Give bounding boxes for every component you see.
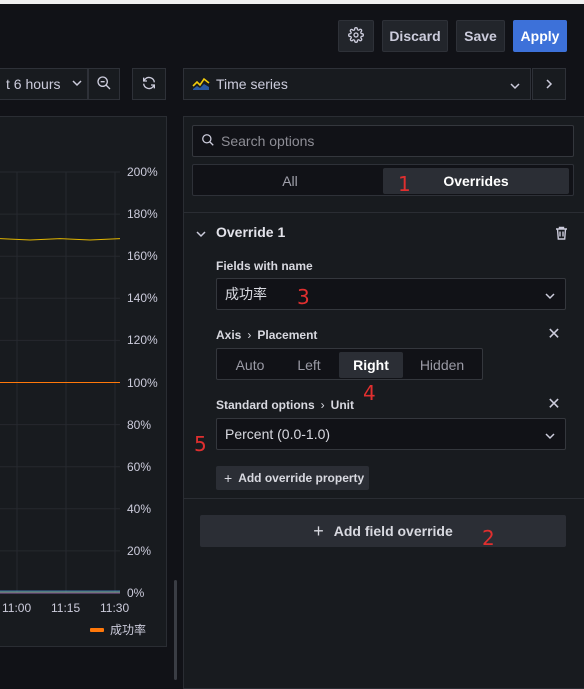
annotation-marker: 1 bbox=[398, 172, 411, 196]
chevron-right-icon bbox=[544, 77, 554, 92]
time-series-chart bbox=[0, 171, 121, 594]
property-name: Unit bbox=[330, 398, 354, 412]
chevron-down-icon bbox=[72, 78, 83, 91]
axis-placement-label: Axis › Placement bbox=[216, 328, 318, 342]
property-group: Standard options bbox=[216, 398, 315, 412]
add-override-property-button[interactable]: + Add override property bbox=[216, 466, 369, 490]
override-title[interactable]: Override 1 bbox=[216, 224, 286, 240]
unit-value: Percent (0.0-1.0) bbox=[225, 426, 331, 442]
legend-item-label: 成功率 bbox=[110, 623, 147, 637]
remove-property-button[interactable]: ✕ bbox=[547, 396, 561, 413]
gear-icon bbox=[348, 26, 364, 46]
refresh-icon bbox=[141, 75, 157, 94]
time-range-label: t 6 hours bbox=[6, 76, 61, 92]
chevron-down-icon bbox=[545, 288, 555, 304]
y-tick-label: 120% bbox=[127, 333, 158, 348]
matcher-label: Fields with name bbox=[216, 259, 313, 273]
visualization-expand-button[interactable] bbox=[532, 68, 566, 100]
top-edge bbox=[0, 0, 584, 4]
placement-auto[interactable]: Auto bbox=[235, 357, 265, 373]
refresh-button[interactable] bbox=[132, 68, 166, 100]
graph-panel bbox=[0, 116, 167, 647]
y-tick-label: 80% bbox=[127, 417, 152, 432]
options-tabs: All Overrides bbox=[192, 164, 574, 196]
scrollbar[interactable] bbox=[174, 580, 177, 680]
search-icon bbox=[201, 133, 215, 150]
chart-legend[interactable]: 成功率 bbox=[90, 621, 146, 638]
tab-all[interactable]: All bbox=[282, 173, 298, 189]
add-field-override-button[interactable]: + Add field override bbox=[200, 515, 566, 547]
discard-button[interactable]: Discard bbox=[382, 20, 448, 52]
visualization-picker[interactable]: Time series bbox=[183, 68, 531, 100]
placement-left[interactable]: Left bbox=[297, 357, 321, 373]
annotation-marker: 3 bbox=[297, 285, 310, 309]
y-tick-label: 140% bbox=[127, 291, 158, 306]
apply-button[interactable]: Apply bbox=[513, 20, 567, 52]
y-tick-label: 60% bbox=[127, 459, 152, 474]
placement-hidden[interactable]: Hidden bbox=[419, 357, 465, 373]
annotation-marker: 4 bbox=[363, 381, 376, 405]
time-range-picker[interactable]: t 6 hours bbox=[0, 68, 88, 100]
close-icon: ✕ bbox=[547, 396, 561, 413]
y-tick-label: 160% bbox=[127, 249, 158, 264]
zoom-out-button[interactable] bbox=[88, 68, 120, 100]
annotation-marker: 2 bbox=[482, 526, 495, 550]
divider bbox=[184, 212, 584, 213]
y-tick-label: 0% bbox=[127, 586, 145, 600]
property-group: Axis bbox=[216, 328, 242, 342]
search-input[interactable]: Search options bbox=[192, 125, 574, 157]
chevron-down-icon bbox=[545, 428, 555, 444]
time-series-icon bbox=[192, 76, 210, 93]
unit-label: Standard options › Unit bbox=[216, 398, 354, 412]
plus-icon: + bbox=[224, 470, 233, 486]
plus-icon: + bbox=[313, 520, 324, 541]
y-tick-label: 40% bbox=[127, 501, 152, 516]
placement-right[interactable]: Right bbox=[339, 352, 403, 378]
save-button[interactable]: Save bbox=[456, 20, 505, 52]
close-icon: ✕ bbox=[547, 326, 561, 343]
remove-property-button[interactable]: ✕ bbox=[547, 326, 561, 343]
y-tick-label: 200% bbox=[127, 165, 158, 179]
tab-overrides[interactable]: Overrides bbox=[383, 168, 569, 194]
x-tick-label: 11:00 bbox=[2, 601, 32, 615]
annotation-marker: 5 bbox=[194, 432, 207, 456]
field-name-select[interactable]: 成功率 bbox=[216, 278, 566, 310]
series-line-2 bbox=[0, 238, 121, 241]
axis-placement-radio: Auto Left Right Hidden bbox=[216, 348, 483, 380]
search-placeholder: Search options bbox=[221, 133, 315, 149]
chevron-down-icon bbox=[510, 78, 520, 94]
add-property-label: Add override property bbox=[238, 471, 365, 485]
legend-swatch bbox=[90, 627, 104, 632]
trash-icon[interactable] bbox=[555, 226, 568, 243]
divider bbox=[184, 498, 584, 499]
add-field-override-label: Add field override bbox=[333, 523, 453, 539]
zoom-out-icon bbox=[96, 75, 112, 94]
y-tick-label: 180% bbox=[127, 207, 158, 222]
field-name-value: 成功率 bbox=[225, 286, 267, 302]
x-tick-label: 11:30 bbox=[100, 601, 130, 615]
visualization-label: Time series bbox=[216, 76, 288, 92]
property-name: Placement bbox=[257, 328, 318, 342]
collapse-chevron-icon[interactable] bbox=[196, 227, 206, 242]
x-tick-label: 11:15 bbox=[51, 601, 81, 615]
settings-button[interactable] bbox=[338, 20, 374, 52]
unit-select[interactable]: Percent (0.0-1.0) bbox=[216, 418, 566, 450]
y-tick-label: 20% bbox=[127, 543, 152, 558]
y-tick-label: 100% bbox=[127, 375, 158, 390]
